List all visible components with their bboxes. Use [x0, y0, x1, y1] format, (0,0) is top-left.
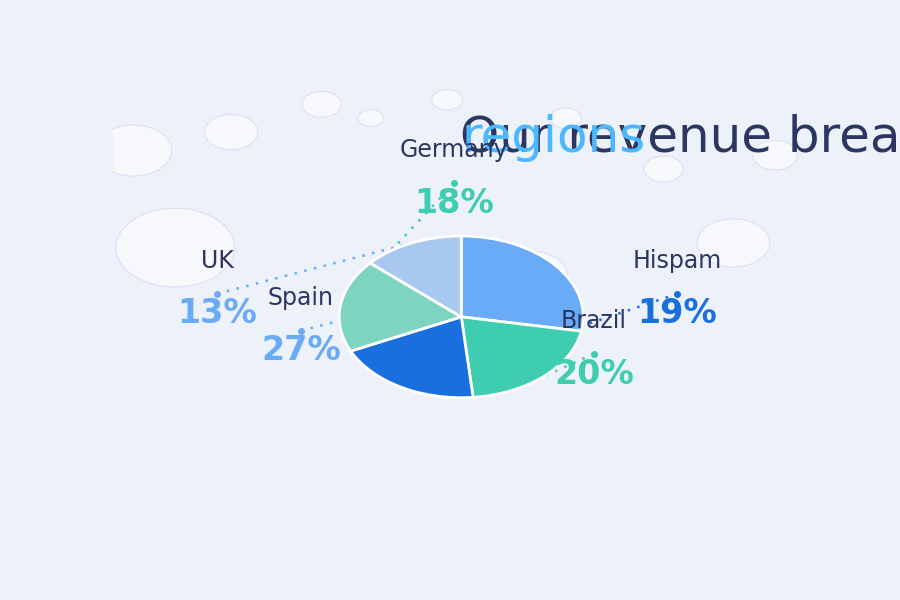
Text: 19%: 19% — [637, 298, 717, 331]
Circle shape — [644, 156, 683, 182]
Circle shape — [116, 208, 235, 287]
Circle shape — [432, 89, 463, 110]
Circle shape — [495, 251, 567, 299]
Circle shape — [752, 140, 797, 170]
Text: regions: regions — [0, 599, 1, 600]
Text: regions: regions — [461, 113, 645, 161]
Text: 27%: 27% — [261, 334, 341, 367]
Text: Our revenue breakdown by: Our revenue breakdown by — [461, 113, 900, 161]
Text: Hispam: Hispam — [633, 249, 722, 273]
Text: 13%: 13% — [177, 298, 257, 331]
Text: Our revenue breakdown by: Our revenue breakdown by — [0, 599, 1, 600]
Wedge shape — [339, 263, 461, 351]
Circle shape — [697, 219, 770, 267]
Circle shape — [302, 91, 341, 117]
Text: 18%: 18% — [414, 187, 494, 220]
Wedge shape — [461, 236, 583, 331]
Text: UK: UK — [201, 249, 234, 273]
Circle shape — [95, 125, 172, 176]
Wedge shape — [351, 317, 473, 398]
Text: Brazil: Brazil — [561, 309, 626, 333]
Text: Germany: Germany — [400, 138, 508, 162]
Circle shape — [358, 110, 383, 127]
Text: 20%: 20% — [554, 358, 634, 391]
Circle shape — [204, 115, 257, 149]
Wedge shape — [370, 236, 461, 317]
Wedge shape — [461, 317, 581, 397]
Text: Spain: Spain — [268, 286, 334, 310]
Circle shape — [551, 108, 581, 128]
